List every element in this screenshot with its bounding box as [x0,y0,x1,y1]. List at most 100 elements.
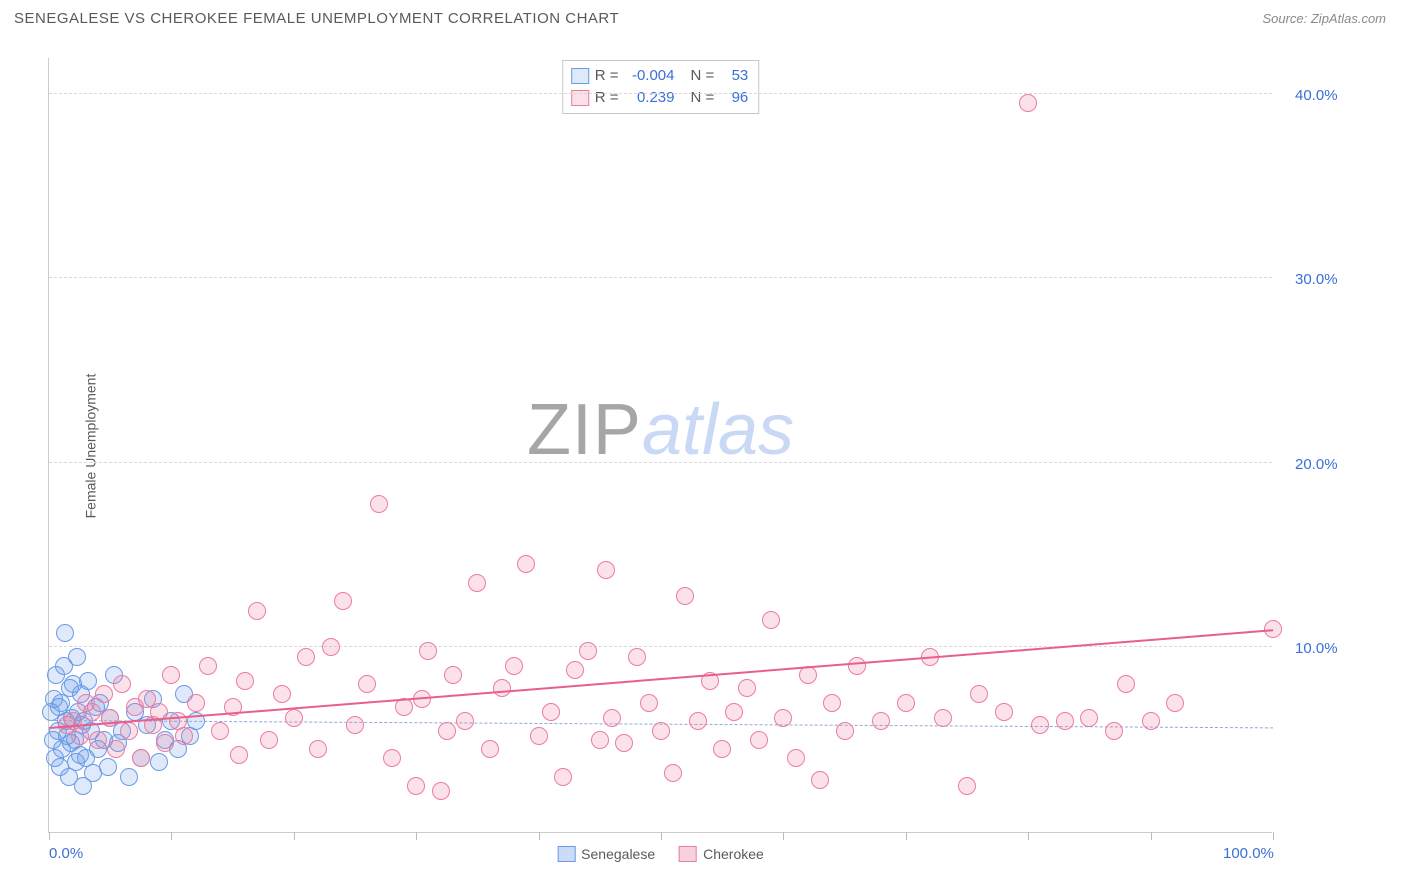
scatter-point-cherokee [309,740,327,758]
x-tick [1151,832,1152,840]
scatter-point-cherokee [468,574,486,592]
legend-n-label: N = [691,65,715,87]
scatter-point-cherokee [1080,709,1098,727]
legend-bottom-senegalese: Senegalese [557,846,655,862]
scatter-point-cherokee [156,734,174,752]
scatter-point-cherokee [628,648,646,666]
scatter-point-cherokee [1117,675,1135,693]
scatter-point-cherokee [836,722,854,740]
scatter-point-cherokee [481,740,499,758]
scatter-point-cherokee [848,657,866,675]
scatter-point-cherokee [579,642,597,660]
x-tick [1273,832,1274,840]
scatter-point-cherokee [456,712,474,730]
gridline [49,277,1272,278]
legend-row-cherokee: R = 0.239 N = 96 [571,87,749,109]
scatter-point-cherokee [407,777,425,795]
legend-bottom: Senegalese Cherokee [557,846,764,862]
scatter-point-cherokee [615,734,633,752]
legend-n-label: N = [691,87,715,109]
scatter-point-cherokee [175,727,193,745]
gridline [49,93,1272,94]
legend-n-value: 96 [720,87,748,109]
scatter-point-cherokee [1142,712,1160,730]
scatter-point-cherokee [230,746,248,764]
legend-r-value: -0.004 [625,65,675,87]
scatter-point-cherokee [542,703,560,721]
scatter-point-cherokee [970,685,988,703]
x-tick [416,832,417,840]
scatter-point-senegalese [120,768,138,786]
chart-container: Female Unemployment ZIPatlas R = -0.004 … [48,58,1378,833]
scatter-point-cherokee [725,703,743,721]
scatter-point-cherokee [370,495,388,513]
scatter-point-cherokee [444,666,462,684]
scatter-point-cherokee [713,740,731,758]
scatter-point-cherokee [322,638,340,656]
scatter-point-cherokee [872,712,890,730]
scatter-point-cherokee [132,749,150,767]
scatter-point-cherokee [823,694,841,712]
scatter-point-cherokee [591,731,609,749]
scatter-point-cherokee [71,727,89,745]
scatter-point-cherokee [1056,712,1074,730]
scatter-point-cherokee [774,709,792,727]
x-tick [783,832,784,840]
scatter-point-cherokee [958,777,976,795]
legend-bottom-cherokee: Cherokee [679,846,764,862]
watermark-zip: ZIP [527,390,642,470]
scatter-point-cherokee [597,561,615,579]
scatter-point-cherokee [95,685,113,703]
scatter-point-cherokee [1166,694,1184,712]
scatter-point-cherokee [438,722,456,740]
scatter-point-senegalese [79,672,97,690]
legend-label: Senegalese [581,846,655,862]
scatter-point-cherokee [897,694,915,712]
scatter-point-cherokee [273,685,291,703]
x-tick [1028,832,1029,840]
legend-n-value: 53 [720,65,748,87]
scatter-point-cherokee [554,768,572,786]
x-tick [661,832,662,840]
scatter-point-cherokee [334,592,352,610]
scatter-point-senegalese [56,624,74,642]
scatter-point-cherokee [89,731,107,749]
scatter-point-cherokee [248,602,266,620]
scatter-point-cherokee [934,709,952,727]
scatter-point-cherokee [162,666,180,684]
gridline [49,462,1272,463]
x-tick-label: 0.0% [49,845,83,862]
y-tick-label: 10.0% [1295,640,1338,657]
x-tick [49,832,50,840]
scatter-point-cherokee [187,694,205,712]
scatter-point-cherokee [260,731,278,749]
scatter-point-cherokee [640,694,658,712]
scatter-point-cherokee [664,764,682,782]
watermark: ZIPatlas [527,389,794,471]
scatter-point-cherokee [505,657,523,675]
scatter-point-cherokee [517,555,535,573]
scatter-point-cherokee [113,675,131,693]
y-tick-label: 20.0% [1295,456,1338,473]
scatter-point-cherokee [236,672,254,690]
scatter-point-cherokee [383,749,401,767]
x-tick-label: 100.0% [1223,845,1274,862]
scatter-point-senegalese [68,648,86,666]
header: SENEGALESE VS CHEROKEE FEMALE UNEMPLOYME… [0,0,1406,33]
scatter-point-cherokee [120,722,138,740]
scatter-point-cherokee [811,771,829,789]
scatter-point-cherokee [762,611,780,629]
scatter-point-cherokee [358,675,376,693]
legend-top: R = -0.004 N = 53 R = 0.239 N = 96 [562,60,760,114]
scatter-point-senegalese [150,753,168,771]
scatter-point-cherokee [603,709,621,727]
scatter-point-senegalese [99,758,117,776]
scatter-point-cherokee [346,716,364,734]
scatter-point-cherokee [750,731,768,749]
scatter-point-cherokee [297,648,315,666]
legend-r-label: R = [595,87,619,109]
x-tick [539,832,540,840]
scatter-point-cherokee [1031,716,1049,734]
scatter-point-cherokee [419,642,437,660]
legend-row-senegalese: R = -0.004 N = 53 [571,65,749,87]
